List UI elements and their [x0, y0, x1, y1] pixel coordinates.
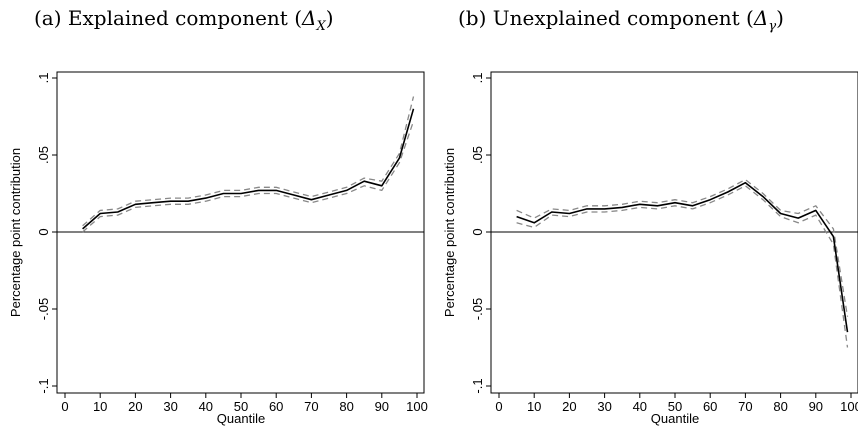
x-tick-label: 40 — [633, 399, 647, 414]
x-tick-label: 0 — [61, 399, 68, 414]
y-tick-label: -.1 — [470, 378, 485, 393]
panel-a-title: (a) Explained component (ΔX) — [34, 6, 334, 34]
y-tick-label: -.05 — [36, 298, 51, 320]
series-confidence-band-line — [516, 185, 849, 348]
panel-b-title-sub: γ — [768, 19, 777, 34]
y-tick-label: 0 — [470, 228, 485, 235]
chart-panel-a: 0 10 20 30 40 50 60 70 80 90 100 -.1 -.05 0 .05 .1 Quant… — [8, 71, 428, 426]
y-tick-label: -.1 — [36, 378, 51, 393]
panel-a-title-symbol: Δ — [302, 6, 317, 30]
x-tick-label: 30 — [597, 399, 611, 414]
x-tick-label: 20 — [562, 399, 576, 414]
panel-a-title-sub: X — [316, 19, 326, 34]
y-tick-label: .1 — [470, 73, 485, 84]
x-tick-label: 70 — [304, 399, 318, 414]
x-tick-label: 40 — [199, 399, 213, 414]
y-tick-label: .05 — [470, 146, 485, 164]
panel-a-title-label: (a) Explained component ( — [34, 6, 303, 30]
y-tick-label: 0 — [36, 228, 51, 235]
x-tick-label: 80 — [339, 399, 353, 414]
x-tick-label: 50 — [234, 399, 248, 414]
y-tick-label: .05 — [36, 146, 51, 164]
x-tick-label: 100 — [406, 399, 428, 414]
x-tick-label: 0 — [495, 399, 502, 414]
panel-b-title-close: ) — [776, 6, 784, 30]
x-tick-label: 90 — [375, 399, 389, 414]
x-tick-label: 30 — [163, 399, 177, 414]
x-tick-label: 100 — [840, 399, 858, 414]
series-confidence-band-line — [516, 178, 849, 317]
series-confidence-band-line — [82, 96, 415, 227]
x-tick-label: 10 — [93, 399, 107, 414]
x-tick-label: 10 — [527, 399, 541, 414]
x-tick-label: 50 — [668, 399, 682, 414]
panel-b-title: (b) Unexplained component (Δγ) — [458, 6, 784, 34]
x-tick-label: 90 — [809, 399, 823, 414]
x-axis-title: Quantile — [651, 411, 699, 426]
y-axis-title: Percentage point contribution — [8, 148, 23, 317]
chart-panel-b: 0 10 20 30 40 50 60 70 80 90 100 -.1 -.05 0 .05 .1 Quant… — [442, 71, 858, 426]
series-estimate-line — [82, 108, 415, 230]
x-tick-label: 70 — [738, 399, 752, 414]
series-confidence-band-line — [82, 120, 415, 233]
x-tick-label: 60 — [269, 399, 283, 414]
panel-b-title-symbol: Δ — [753, 6, 769, 30]
x-tick-label: 60 — [703, 399, 717, 414]
panel-b-title-label: (b) Unexplained component ( — [458, 6, 754, 30]
x-tick-label: 80 — [773, 399, 787, 414]
x-axis-title: Quantile — [217, 411, 265, 426]
panel-a-title-close: ) — [325, 6, 334, 30]
x-tick-label: 20 — [128, 399, 142, 414]
y-axis-title: Percentage point contribution — [442, 148, 457, 317]
series-estimate-line — [516, 181, 849, 333]
y-tick-label: .1 — [36, 73, 51, 84]
y-tick-label: -.05 — [470, 298, 485, 320]
